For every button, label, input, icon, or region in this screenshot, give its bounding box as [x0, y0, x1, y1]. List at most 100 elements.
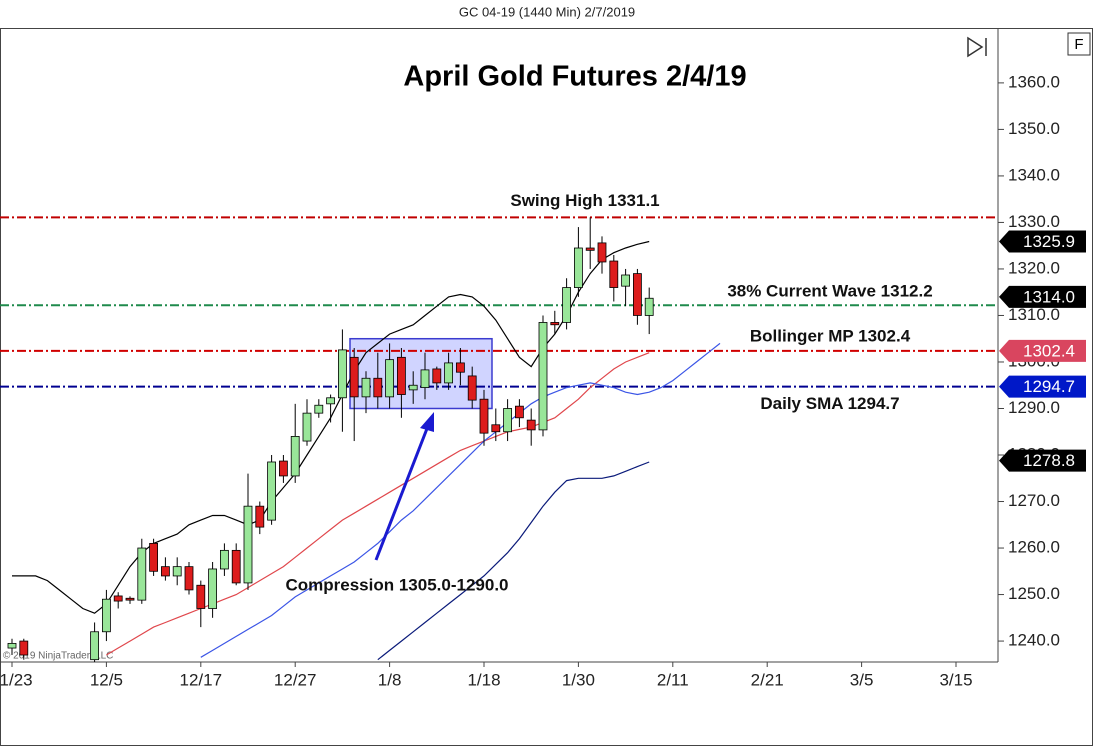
candle-body [290, 436, 300, 477]
candle-body [90, 631, 99, 661]
candle-body [137, 547, 147, 601]
price-flag-label: 1278.8 [1023, 451, 1075, 470]
candle-body [172, 566, 182, 577]
candle-body [326, 397, 336, 405]
x-tick-label: 1/30 [562, 670, 595, 689]
price-flag-label: 1294.7 [1023, 377, 1075, 396]
price-flag [999, 339, 1086, 362]
candle-body [491, 424, 501, 433]
candle-body [621, 274, 630, 287]
price-flag [999, 230, 1086, 253]
candle-body [113, 595, 123, 602]
y-tick-label: 1350.0 [1008, 119, 1060, 138]
candle-body [515, 405, 524, 419]
y-tick-label: 1310.0 [1008, 305, 1060, 324]
y-tick-label: 1360.0 [1008, 72, 1060, 91]
candle-body [396, 356, 406, 395]
candle-body [267, 461, 277, 521]
y-tick-label: 1290.0 [1008, 398, 1060, 417]
candle-body [503, 408, 513, 433]
x-tick-label: 3/5 [850, 670, 874, 689]
button-box[interactable] [1067, 32, 1091, 56]
candle-body [538, 322, 548, 431]
candle-body [550, 322, 560, 326]
button-label[interactable]: F [1074, 36, 1083, 53]
candle-body [633, 273, 642, 316]
price-flag-label: 1314.0 [1023, 287, 1075, 306]
candle-body [385, 359, 395, 398]
scroll-end-icon[interactable] [967, 36, 987, 58]
candle-body [19, 640, 29, 656]
candle-body [255, 505, 265, 528]
candle-body [243, 505, 253, 584]
candle-body [526, 419, 536, 431]
candle-body [597, 242, 607, 263]
x-tick-label: 2/11 [657, 670, 689, 689]
candle-body [420, 369, 430, 388]
level-label: Daily SMA 1294.7 [760, 394, 899, 413]
candle-body [125, 597, 135, 601]
y-tick-label: 1340.0 [1008, 165, 1060, 184]
indicator-line [106, 352, 650, 656]
plot-area [0, 216, 998, 662]
candle-body [231, 549, 241, 584]
candle-body [7, 642, 17, 649]
candle-body [574, 247, 583, 288]
price-flag [999, 285, 1086, 308]
level-label: 38% Current Wave 1312.2 [727, 282, 932, 301]
x-tick-label: 12/5 [90, 670, 123, 689]
y-tick-label: 1330.0 [1008, 212, 1060, 231]
y-tick-label: 1260.0 [1008, 538, 1060, 557]
candle-body [184, 566, 194, 591]
candle-body [337, 349, 347, 399]
x-tick-label: 3/15 [939, 670, 972, 689]
candle-body [373, 377, 383, 398]
copyright: © 2019 NinjaTrader, LLC [3, 651, 113, 662]
candle-body [314, 404, 324, 414]
chart-header: GC 04-19 (1440 Min) 2/7/2019 [459, 4, 635, 19]
candle-body [102, 598, 111, 633]
compression-label: Compression 1305.0-1290.0 [285, 575, 508, 594]
level-label: Bollinger MP 1302.4 [750, 326, 911, 345]
arrow-shaft [374, 425, 430, 561]
x-tick-label: 1/18 [467, 670, 500, 689]
candle-body [432, 368, 442, 384]
y-tick-label: 1240.0 [1008, 631, 1060, 650]
level-label: Swing High 1331.1 [510, 191, 659, 210]
candle-body [349, 356, 359, 398]
y-tick-label: 1320.0 [1008, 258, 1060, 277]
x-tick-label: 12/27 [274, 670, 317, 689]
candle-body [160, 566, 170, 577]
candle-body [455, 362, 465, 373]
candle-body [479, 398, 489, 434]
candle-body [444, 362, 454, 384]
indicator-line [200, 342, 721, 658]
x-tick-label: 1/8 [378, 670, 402, 689]
candle-body [149, 542, 159, 572]
price-flag-label: 1325.9 [1023, 232, 1075, 251]
y-tick-label: 1250.0 [1008, 584, 1060, 603]
x-tick-label: 2/21 [751, 670, 784, 689]
price-flag-label: 1302.4 [1023, 341, 1075, 360]
x-tick-label: 12/17 [180, 670, 223, 689]
price-flag [999, 375, 1086, 398]
candle-body [278, 460, 288, 477]
candle-body [467, 375, 477, 401]
y-tick-label: 1270.0 [1008, 491, 1060, 510]
candle-body [644, 297, 654, 316]
candle-body [408, 384, 418, 391]
candle-body [208, 568, 218, 609]
x-tick-label: 11/23 [0, 670, 33, 689]
candle-body [562, 287, 571, 323]
candle-body [585, 247, 595, 251]
candle-body [361, 377, 371, 398]
indicator-line [377, 461, 650, 661]
candle-body [302, 412, 312, 442]
indicator-line [12, 240, 650, 614]
candle-body [609, 260, 619, 288]
chart-title: April Gold Futures 2/4/19 [403, 61, 746, 93]
candle-body [219, 549, 229, 570]
arrow-head [420, 412, 434, 432]
candle-body [196, 584, 206, 609]
